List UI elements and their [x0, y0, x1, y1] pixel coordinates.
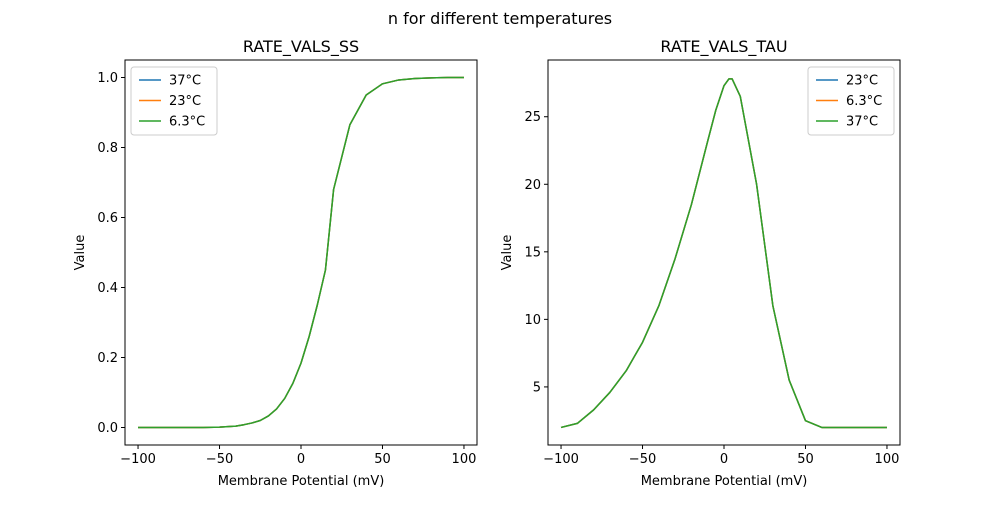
- x-axis-label: Membrane Potential (mV): [641, 474, 808, 489]
- x-tick-label: −100: [543, 452, 579, 467]
- y-tick-label: 0.8: [97, 141, 118, 156]
- legend-entry: 23°C: [846, 74, 878, 89]
- series-line-2: [560, 78, 887, 429]
- y-tick-label: 1.0: [97, 71, 118, 86]
- y-tick-label: 0.2: [97, 351, 118, 366]
- x-tick-label: −100: [120, 452, 156, 467]
- y-axis-label: Value: [73, 235, 88, 271]
- x-tick-label: 100: [452, 452, 477, 467]
- series-line-2: [138, 76, 464, 429]
- y-tick-label: 25: [524, 110, 541, 125]
- y-tick-label: 5: [533, 380, 541, 395]
- panel-rate-vals-ss: RATE_VALS_SS −100 −50 0 50 100 0.0 0.2 0.4 0.6 0.8…: [73, 37, 478, 489]
- legend-frame: [130, 66, 218, 136]
- x-tick-label: 0: [720, 452, 728, 467]
- y-tick-label: 15: [524, 245, 541, 260]
- figure-suptitle: n for different temperatures: [388, 9, 612, 28]
- legend-entry: 37°C: [169, 74, 201, 89]
- x-tick-label: −50: [206, 452, 233, 467]
- legend-entry: 37°C: [846, 115, 878, 130]
- y-axis-label: Value: [500, 235, 515, 271]
- panel-title: RATE_VALS_TAU: [660, 37, 787, 57]
- legend-entry: 6.3°C: [846, 94, 882, 109]
- y-tick-label: 0.0: [97, 421, 118, 436]
- y-tick-label: 20: [524, 178, 541, 193]
- y-tick-label: 0.6: [97, 211, 118, 226]
- legend: 37°C 23°C 6.3°C: [130, 66, 218, 136]
- x-axis-label: Membrane Potential (mV): [218, 474, 385, 489]
- legend-entry: 6.3°C: [169, 115, 205, 130]
- panel-rate-vals-tau: RATE_VALS_TAU −100 −50 0 50 100 5 10 15 20 25 Membr…: [500, 37, 901, 489]
- legend-frame: [807, 66, 895, 136]
- x-tick-label: 0: [297, 452, 305, 467]
- x-tick-label: 50: [797, 452, 814, 467]
- x-tick-label: 100: [875, 452, 900, 467]
- x-tick-label: 50: [374, 452, 391, 467]
- panel-title: RATE_VALS_SS: [243, 37, 359, 57]
- x-tick-label: −50: [629, 452, 656, 467]
- legend-entry: 23°C: [169, 94, 201, 109]
- y-tick-label: 0.4: [97, 281, 118, 296]
- legend: 23°C 6.3°C 37°C: [807, 66, 895, 136]
- y-tick-label: 10: [524, 313, 541, 328]
